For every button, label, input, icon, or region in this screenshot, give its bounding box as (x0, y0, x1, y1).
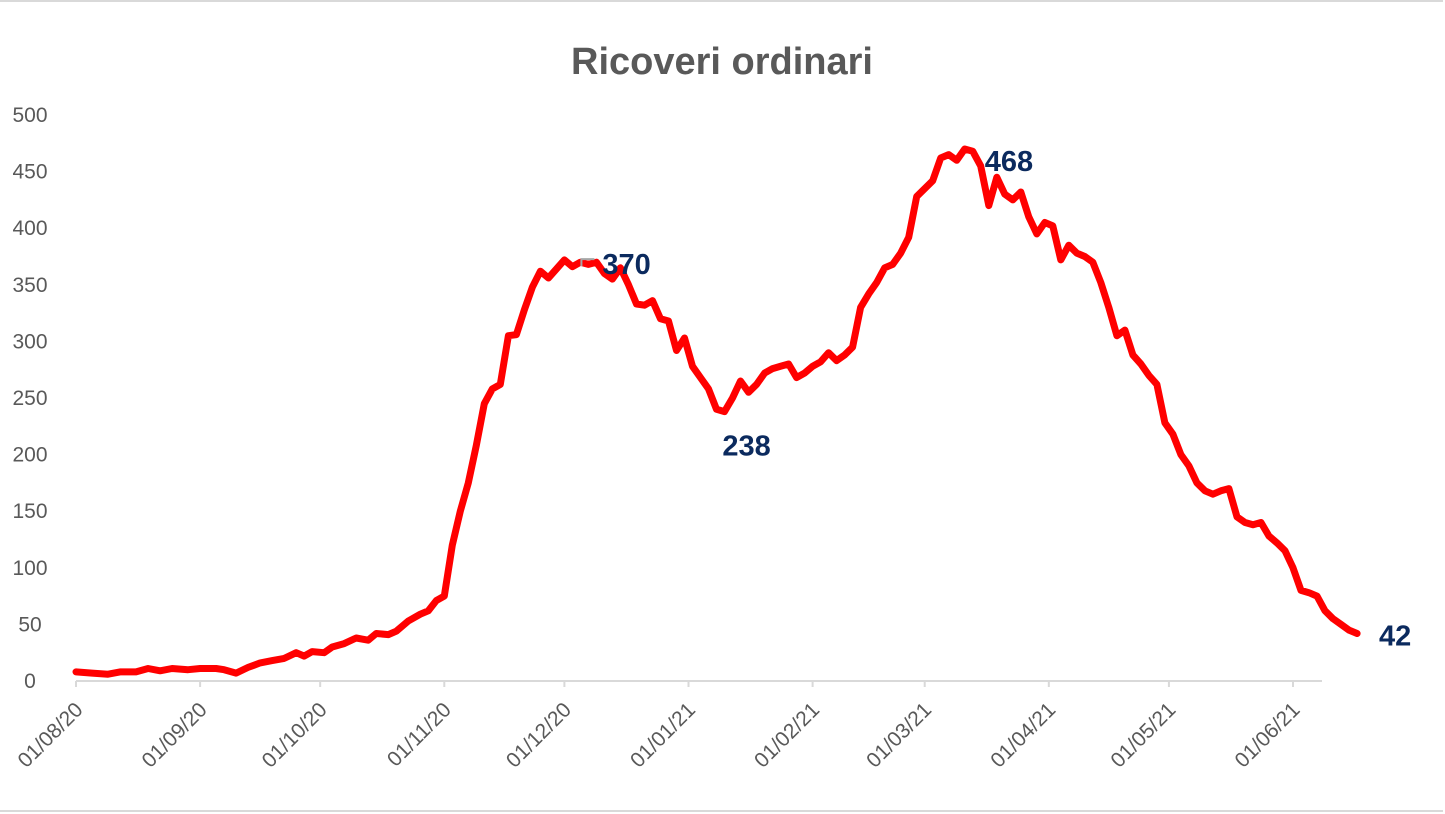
y-tick-label: 350 (12, 274, 47, 297)
data-label: 370 (602, 249, 650, 281)
y-tick-label: 100 (12, 557, 47, 580)
y-tick-label: 150 (12, 500, 47, 523)
data-label: 468 (985, 146, 1033, 178)
x-tick-label: 01/02/21 (750, 698, 824, 772)
y-tick-label: 400 (12, 217, 47, 240)
data-label: 238 (722, 431, 770, 463)
y-tick-label: 200 (12, 444, 47, 467)
y-tick-label: 500 (12, 104, 47, 127)
y-tick-label: 50 (18, 613, 41, 636)
chart-title: Ricoveri ordinari (571, 41, 873, 83)
data-labels: 370 238 468 42 (580, 146, 1411, 652)
data-label-leader (580, 258, 595, 267)
x-tick-label: 01/09/20 (138, 698, 212, 772)
x-tick-label: 01/03/21 (862, 698, 936, 772)
x-tick-label: 01/06/21 (1230, 698, 1304, 772)
x-tick-label: 01/08/20 (13, 698, 87, 772)
y-tick-label: 0 (24, 670, 36, 693)
x-tick-label: 01/10/20 (258, 698, 332, 772)
y-axis-ticks: 0 50 100 150 200 250 300 350 400 450 500 (12, 104, 47, 693)
data-label: 42 (1379, 620, 1411, 652)
y-tick-label: 450 (12, 161, 47, 184)
y-tick-label: 250 (12, 387, 47, 410)
x-tick-label: 01/04/21 (986, 698, 1060, 772)
x-axis-ticks: 01/08/20 01/09/20 01/10/20 01/11/20 01/12/20… (13, 681, 1305, 772)
x-tick-label: 01/05/21 (1106, 698, 1180, 772)
x-tick-label: 01/01/21 (626, 698, 700, 772)
series-line (72, 145, 1361, 678)
x-tick-label: 01/12/20 (502, 698, 576, 772)
x-tick-label: 01/11/20 (383, 698, 456, 771)
y-tick-label: 300 (12, 330, 47, 353)
